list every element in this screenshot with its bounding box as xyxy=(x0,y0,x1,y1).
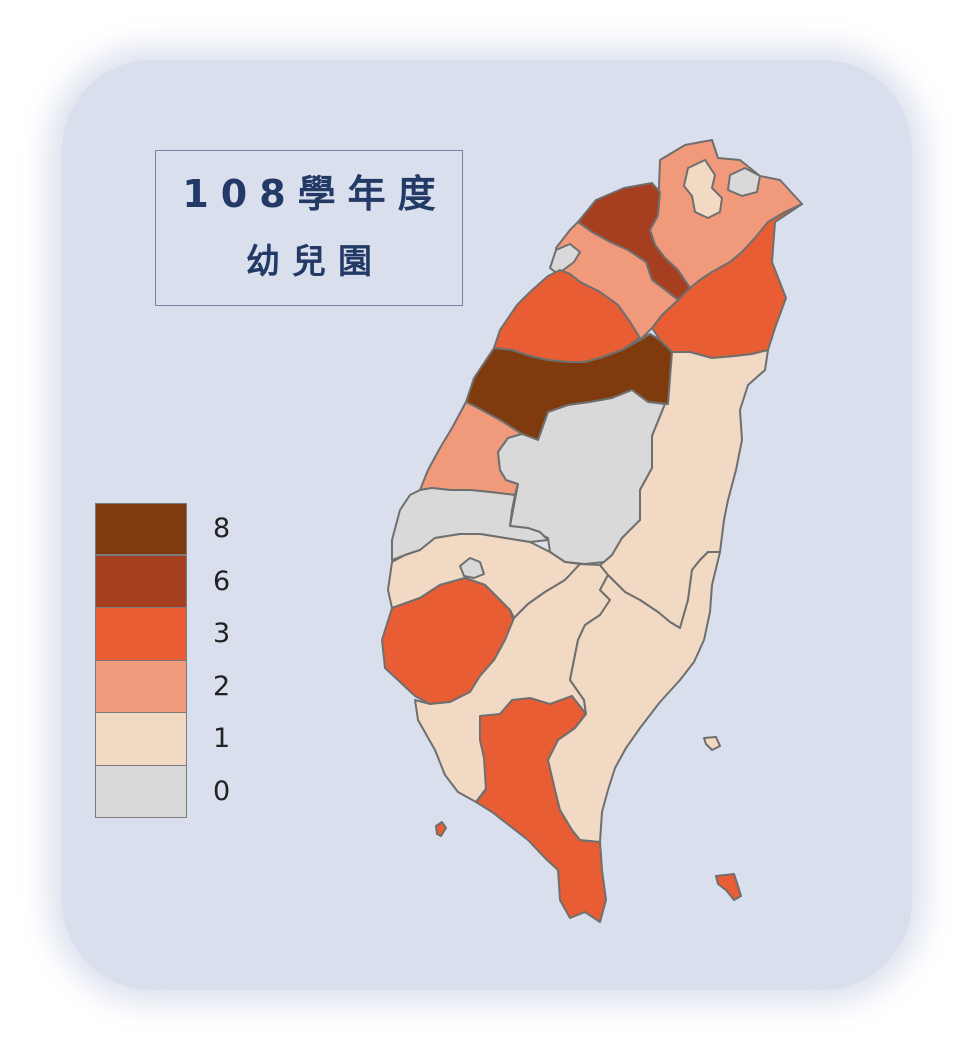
region-penghu[interactable] xyxy=(435,821,447,837)
region-pingtung[interactable] xyxy=(475,695,607,923)
legend-swatch xyxy=(95,503,187,555)
legend-swatch xyxy=(95,659,187,713)
title-subject: 幼兒園 xyxy=(246,242,384,282)
region-hsinchu-city[interactable] xyxy=(549,243,581,275)
legend-label: 1 xyxy=(213,723,231,754)
legend-label: 0 xyxy=(213,775,231,807)
region-taitung[interactable] xyxy=(547,551,721,843)
region-green-island[interactable] xyxy=(703,736,721,751)
region-orchid-island[interactable] xyxy=(715,873,742,901)
legend-item-2: 2 xyxy=(95,659,235,713)
legend-label: 2 xyxy=(213,670,231,702)
legend-item-1: 1 xyxy=(95,712,235,766)
legend-label: 6 xyxy=(213,565,231,597)
title-year: 108學年度 xyxy=(182,172,448,216)
legend-swatch xyxy=(95,712,187,766)
legend-label: 8 xyxy=(213,513,231,544)
legend-item-0: 0 xyxy=(95,764,235,818)
legend: 8 6 3 2 1 0 xyxy=(95,503,235,818)
legend-swatch xyxy=(95,764,187,818)
legend-label: 3 xyxy=(213,618,231,649)
title-box: 108學年度 幼兒園 xyxy=(155,150,463,306)
region-keelung[interactable] xyxy=(727,167,761,197)
region-yilan[interactable] xyxy=(651,203,803,359)
region-chiayi-city[interactable] xyxy=(459,557,485,579)
legend-item-8: 8 xyxy=(95,503,235,556)
region-taipei[interactable] xyxy=(683,159,723,219)
